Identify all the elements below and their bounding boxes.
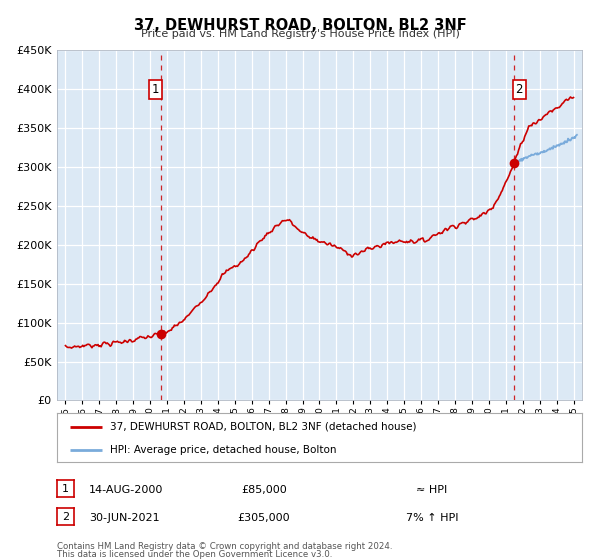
Text: 2: 2 xyxy=(62,512,69,522)
Text: 14-AUG-2000: 14-AUG-2000 xyxy=(89,485,163,495)
Text: ≈ HPI: ≈ HPI xyxy=(416,485,448,495)
Text: 7% ↑ HPI: 7% ↑ HPI xyxy=(406,513,458,523)
Text: This data is licensed under the Open Government Licence v3.0.: This data is licensed under the Open Gov… xyxy=(57,550,332,559)
Text: £305,000: £305,000 xyxy=(238,513,290,523)
Text: 37, DEWHURST ROAD, BOLTON, BL2 3NF: 37, DEWHURST ROAD, BOLTON, BL2 3NF xyxy=(134,18,466,33)
Text: 2: 2 xyxy=(515,83,523,96)
Text: 1: 1 xyxy=(62,484,69,494)
Text: Price paid vs. HM Land Registry's House Price Index (HPI): Price paid vs. HM Land Registry's House … xyxy=(140,29,460,39)
Text: HPI: Average price, detached house, Bolton: HPI: Average price, detached house, Bolt… xyxy=(110,445,336,455)
Text: £85,000: £85,000 xyxy=(241,485,287,495)
Text: 1: 1 xyxy=(151,83,159,96)
Text: 30-JUN-2021: 30-JUN-2021 xyxy=(89,513,160,523)
Text: 37, DEWHURST ROAD, BOLTON, BL2 3NF (detached house): 37, DEWHURST ROAD, BOLTON, BL2 3NF (deta… xyxy=(110,422,416,432)
Text: Contains HM Land Registry data © Crown copyright and database right 2024.: Contains HM Land Registry data © Crown c… xyxy=(57,542,392,551)
